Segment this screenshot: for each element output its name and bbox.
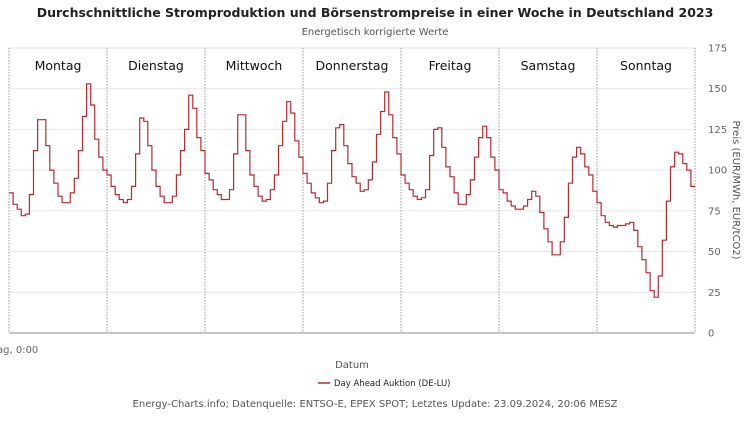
y-axis-title: Preis (EUR/MWh, EUR/tCO2) [730,120,741,259]
y-tick-label: 150 [708,84,727,95]
x-axis-title: Datum [335,360,369,371]
day-label-dienstag: Dienstag [128,58,184,73]
y-tick-label: 100 [708,166,727,177]
legend-label[interactable]: Day Ahead Auktion (DE-LU) [334,379,450,389]
y-tick-label: 175 [708,44,727,55]
day-label-mittwoch: Mittwoch [226,58,283,73]
y-tick-label: 50 [708,247,721,258]
y-tick-label: 125 [708,125,727,136]
day-label-donnerstag: Donnerstag [316,58,389,73]
x-tick-label: Montag, 0:00 [0,345,38,356]
day-label-samstag: Samstag [521,58,576,73]
day-label-freitag: Freitag [429,58,472,73]
y-tick-label: 75 [708,206,721,217]
chart-title: Durchschnittliche Stromproduktion und Bö… [37,5,714,20]
day-label-sonntag: Sonntag [620,58,672,73]
y-tick-label: 0 [708,329,714,340]
y-axis-ticks: 0 25 50 75 100 125 150 175 [708,44,727,340]
gridlines [9,47,695,293]
day-label-montag: Montag [35,58,82,73]
y-tick-label: 25 [708,288,721,299]
day-separators: Montag Dienstag Mittwoch Donnerstag Freitag S… [8,48,696,333]
chart-subtitle: Energetisch korrigierte Werte [302,27,449,38]
series-line-day-ahead[interactable] [9,83,695,298]
footer-credit: Energy-Charts.info; Datenquelle: ENTSO-E… [133,399,618,410]
